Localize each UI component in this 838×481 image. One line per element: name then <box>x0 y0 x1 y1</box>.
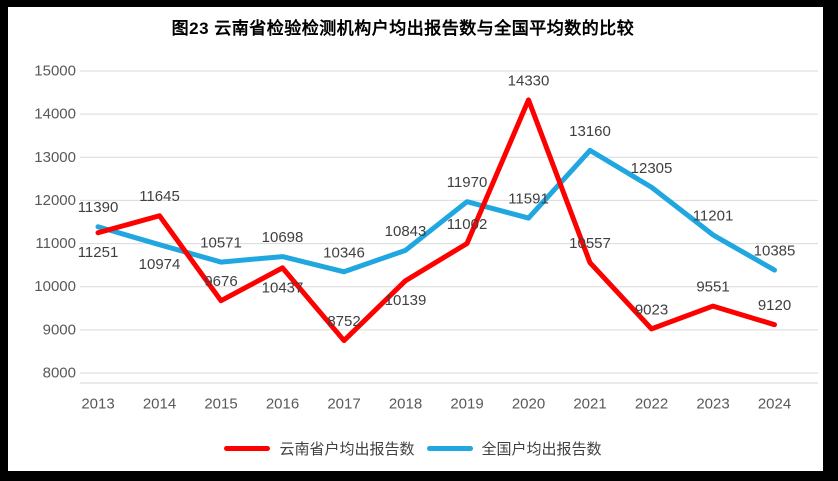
frame-border-right <box>823 0 838 481</box>
data-label: 12305 <box>631 160 673 177</box>
data-label: 10346 <box>323 244 365 261</box>
legend-item-yunnan: 云南省户均出报告数 <box>224 438 415 459</box>
frame-border-bottom <box>0 471 838 481</box>
data-label: 14330 <box>508 72 550 89</box>
data-label: 10385 <box>754 243 796 260</box>
y-tick-label: 13000 <box>34 149 76 166</box>
data-label: 11390 <box>78 199 119 216</box>
legend-line-blue-icon <box>426 446 473 451</box>
series-line <box>95 97 777 344</box>
y-tick-label: 15000 <box>34 63 76 80</box>
y-tick-label: 9000 <box>43 321 76 338</box>
legend-label-yunnan: 云南省户均出报告数 <box>279 441 415 458</box>
y-tick-label: 10000 <box>34 278 76 295</box>
legend-line-red-icon <box>224 446 271 451</box>
x-tick-label: 2016 <box>266 396 299 413</box>
data-label: 9120 <box>758 297 791 314</box>
x-tick-label: 2017 <box>327 396 360 413</box>
series-line <box>95 147 777 275</box>
x-tick-label: 2015 <box>204 396 237 413</box>
legend-label-national: 全国户均出报告数 <box>481 441 602 458</box>
y-tick-label: 14000 <box>34 106 76 123</box>
data-label: 10698 <box>262 229 304 246</box>
data-label: 11970 <box>447 174 488 191</box>
y-tick-label: 8000 <box>43 365 76 382</box>
y-tick-label: 11000 <box>35 235 76 252</box>
data-label: 11002 <box>447 216 488 233</box>
data-label: 10437 <box>262 279 304 296</box>
y-tick-label: 12000 <box>34 192 76 209</box>
data-label: 9023 <box>635 301 668 318</box>
data-label: 10139 <box>385 292 427 309</box>
data-label: 13160 <box>569 123 611 140</box>
x-tick-label: 2014 <box>143 396 176 413</box>
data-label: 10571 <box>200 235 242 252</box>
data-label: 9676 <box>204 273 237 290</box>
x-tick-label: 2022 <box>635 396 668 413</box>
x-tick-label: 2023 <box>696 396 729 413</box>
data-label: 11591 <box>508 191 549 208</box>
data-label: 11645 <box>139 188 180 205</box>
data-label: 10974 <box>139 256 181 273</box>
data-label: 11201 <box>693 207 734 224</box>
legend-item-national: 全国户均出报告数 <box>426 438 602 459</box>
data-label: 10557 <box>569 235 611 252</box>
x-tick-label: 2019 <box>450 396 483 413</box>
chart-title: 图23 云南省检验检测机构户均出报告数与全国平均数的比较 <box>171 19 635 38</box>
data-label: 11251 <box>78 244 119 261</box>
frame-border-left <box>0 0 8 481</box>
x-tick-label: 2021 <box>573 396 606 413</box>
data-label: 8752 <box>327 313 360 330</box>
x-tick-label: 2013 <box>81 396 114 413</box>
x-tick-label: 2018 <box>389 396 422 413</box>
x-tick-label: 2024 <box>758 396 791 413</box>
x-tick-label: 2020 <box>512 396 545 413</box>
frame-border-top <box>0 0 838 7</box>
data-label: 10843 <box>385 223 427 240</box>
chart-legend: 云南省户均出报告数 全国户均出报告数 <box>8 438 818 459</box>
data-label: 9551 <box>696 279 729 296</box>
